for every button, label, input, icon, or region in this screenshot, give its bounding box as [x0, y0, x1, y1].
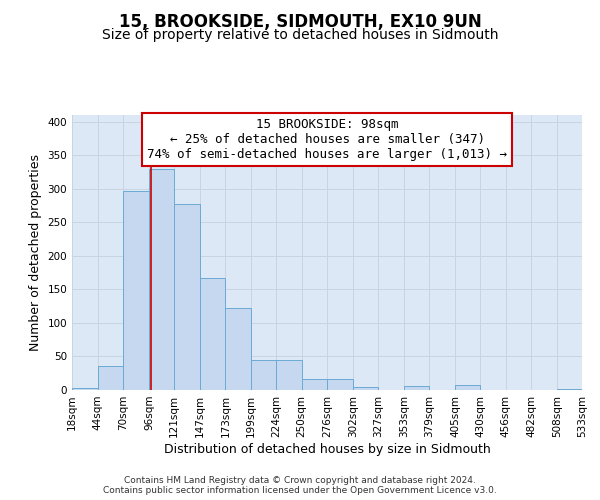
Bar	[404, 386, 430, 390]
Bar	[276, 360, 302, 390]
X-axis label: Distribution of detached houses by size in Sidmouth: Distribution of detached houses by size …	[164, 442, 490, 456]
Bar	[455, 386, 480, 390]
Bar	[251, 360, 276, 390]
Y-axis label: Number of detached properties: Number of detached properties	[29, 154, 42, 351]
Bar	[302, 380, 328, 390]
Bar	[557, 388, 582, 390]
Bar	[124, 191, 149, 390]
Bar	[174, 204, 200, 390]
Bar	[98, 366, 124, 390]
Bar	[226, 308, 251, 390]
Bar	[328, 378, 353, 390]
Text: Contains HM Land Registry data © Crown copyright and database right 2024.
Contai: Contains HM Land Registry data © Crown c…	[103, 476, 497, 495]
Text: 15, BROOKSIDE, SIDMOUTH, EX10 9UN: 15, BROOKSIDE, SIDMOUTH, EX10 9UN	[119, 12, 481, 30]
Bar	[353, 386, 378, 390]
Bar	[149, 168, 174, 390]
Text: Size of property relative to detached houses in Sidmouth: Size of property relative to detached ho…	[102, 28, 498, 42]
Bar	[72, 388, 98, 390]
Bar	[200, 278, 226, 390]
Text: 15 BROOKSIDE: 98sqm
← 25% of detached houses are smaller (347)
74% of semi-detac: 15 BROOKSIDE: 98sqm ← 25% of detached ho…	[147, 118, 507, 161]
